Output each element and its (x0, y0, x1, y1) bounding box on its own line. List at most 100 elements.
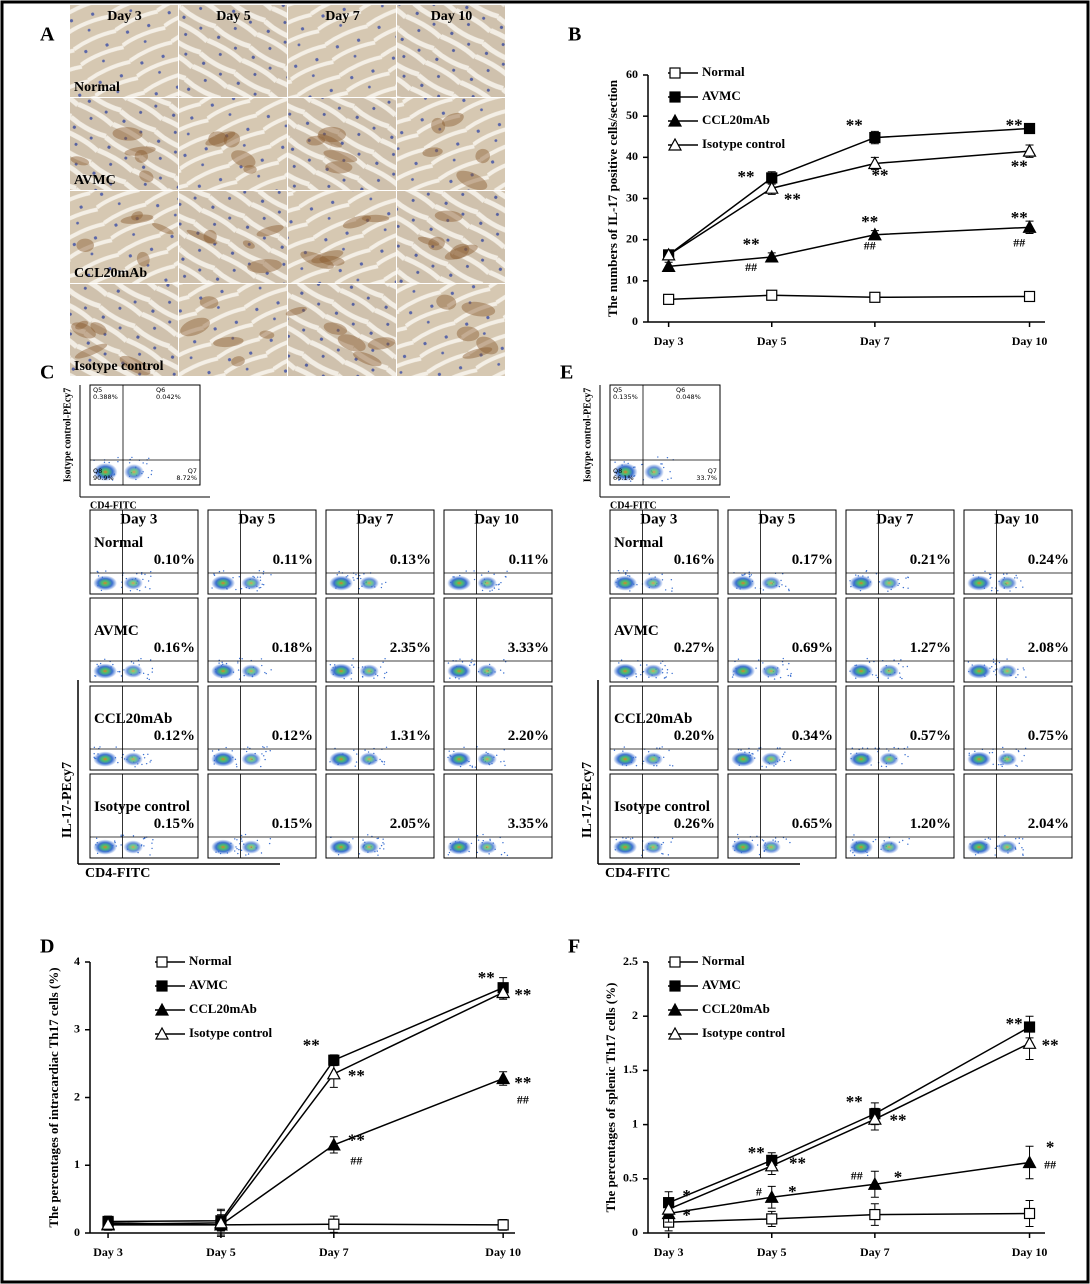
event-dot (237, 853, 238, 854)
significance-mark: ** (1042, 1035, 1059, 1054)
event-dot (774, 678, 775, 679)
event-dot (238, 849, 239, 850)
significance-mark: ## (1044, 1158, 1056, 1172)
histology-image (288, 98, 396, 190)
x-tick-label: Day 7 (860, 1245, 890, 1259)
event-dot (148, 580, 149, 581)
event-dot (757, 844, 758, 845)
event-dot (790, 675, 791, 676)
event-dot (129, 462, 130, 463)
event-dot (901, 678, 902, 679)
legend-marker (670, 92, 680, 102)
event-dot (749, 574, 750, 575)
column-label: Day 5 (238, 511, 275, 527)
event-dot (367, 834, 368, 835)
marker (1025, 291, 1035, 301)
event-cluster (123, 576, 142, 589)
legend-label: AVMC (702, 88, 741, 103)
legend-label: AVMC (702, 977, 741, 992)
event-dot (1003, 574, 1004, 575)
marker (870, 292, 880, 302)
legend-marker (670, 957, 680, 967)
event-cluster (643, 840, 662, 853)
event-dot (270, 750, 271, 751)
event-dot (502, 842, 503, 843)
x-tick-label: Day 5 (757, 1245, 787, 1259)
event-dot (775, 837, 776, 838)
event-dot (984, 839, 985, 840)
event-dot (477, 835, 478, 836)
event-cluster (93, 752, 117, 767)
event-dot (241, 588, 242, 589)
x-tick-label: Day 5 (206, 1245, 236, 1259)
event-dot (752, 840, 753, 841)
event-cluster (123, 752, 142, 765)
event-cluster (643, 752, 662, 765)
percent-label: 0.15% (154, 816, 195, 832)
event-dot (666, 676, 667, 677)
event-dot (881, 766, 882, 767)
event-cluster (93, 840, 117, 855)
event-cluster (967, 576, 991, 591)
event-dot (783, 754, 784, 755)
percent-label: 0.57% (910, 728, 951, 744)
event-dot (463, 747, 464, 748)
event-dot (462, 661, 463, 662)
event-dot (672, 588, 673, 589)
event-dot (1003, 751, 1004, 752)
event-dot (648, 751, 649, 752)
event-cluster (329, 664, 353, 679)
legend-marker (670, 68, 680, 78)
event-dot (489, 839, 490, 840)
y-tick-label: 4 (74, 954, 80, 968)
event-dot (997, 590, 998, 591)
event-dot (671, 579, 672, 580)
event-dot (629, 590, 630, 591)
axis-label: Isotype control-PEcy7 (582, 388, 593, 483)
percent-label: 2.35% (390, 640, 431, 656)
event-dot (133, 662, 134, 663)
event-dot (449, 751, 450, 752)
y-tick-label: 2.5 (623, 954, 638, 968)
event-dot (234, 850, 235, 851)
event-cluster (447, 752, 471, 767)
significance-mark: ## (517, 1093, 529, 1107)
event-cluster (241, 840, 260, 853)
percent-label: 0.15% (272, 816, 313, 832)
event-dot (671, 673, 672, 674)
event-dot (218, 749, 219, 750)
event-dot (614, 462, 615, 463)
event-dot (500, 670, 501, 671)
event-dot (907, 746, 908, 747)
event-dot (383, 848, 384, 849)
y-tick-label: 2 (74, 1089, 80, 1103)
event-dot (351, 678, 352, 679)
event-dot (148, 477, 149, 478)
marker (1025, 124, 1035, 134)
event-dot (499, 583, 500, 584)
event-dot (1023, 667, 1024, 668)
event-dot (762, 839, 763, 840)
percent-label: 3.33% (508, 640, 549, 656)
series-line (669, 1027, 1030, 1203)
event-dot (636, 676, 637, 677)
row-label: Normal (74, 80, 120, 95)
event-dot (888, 750, 889, 751)
significance-mark: ## (864, 238, 876, 252)
percent-label: 0.12% (272, 728, 313, 744)
event-dot (150, 571, 151, 572)
event-dot (385, 582, 386, 583)
quadrant-value: 66.1% (613, 474, 634, 482)
event-dot (211, 587, 212, 588)
event-dot (786, 838, 787, 839)
event-dot (493, 574, 494, 575)
y-tick-label: 30 (626, 190, 638, 204)
event-dot (500, 582, 501, 583)
significance-mark: ** (872, 166, 889, 185)
percent-label: 1.31% (390, 728, 431, 744)
axis-label: Isotype control-PEcy7 (62, 388, 73, 483)
percent-label: 0.21% (910, 552, 951, 568)
event-dot (149, 679, 150, 680)
quadrant-value: 0.042% (156, 393, 181, 401)
event-dot (471, 843, 472, 844)
